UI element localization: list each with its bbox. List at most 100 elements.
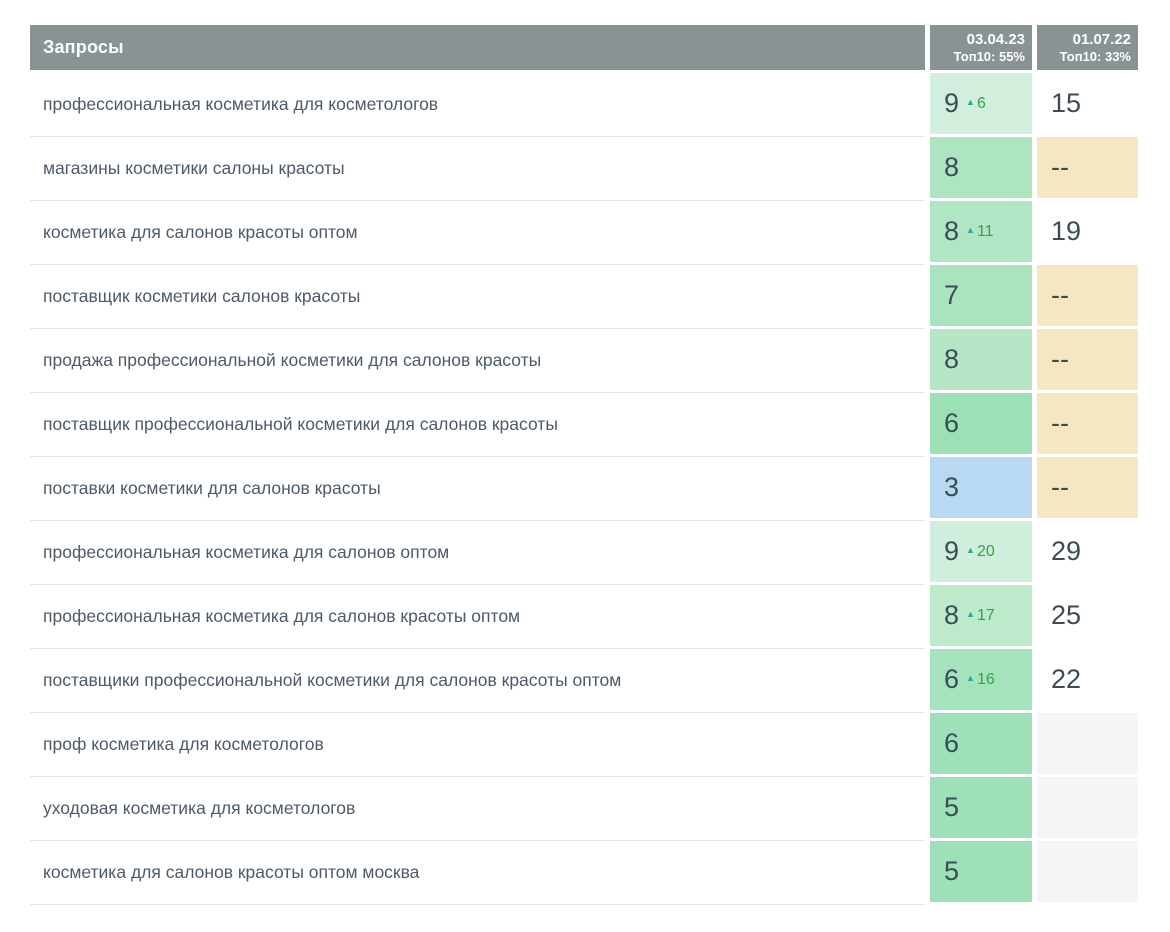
- position-cell-fill: 7 ▲: [930, 265, 1032, 326]
- previous-position-value: 22: [1051, 664, 1082, 694]
- position-cell: 6 ▲: [930, 713, 1032, 777]
- delta-value: 17: [976, 606, 995, 624]
- position-delta: ▲ 17: [966, 606, 995, 624]
- date-label: 01.07.22: [1072, 30, 1131, 48]
- position-cell: 5 ▲: [930, 777, 1032, 841]
- previous-position-value: --: [1051, 152, 1069, 182]
- position-cell-fill: 6 ▲: [930, 713, 1032, 774]
- previous-position-value: 19: [1051, 216, 1082, 246]
- position-value: 8: [944, 344, 960, 374]
- query-cell[interactable]: магазины косметики салоны красоты: [30, 137, 925, 201]
- position-cell: 7 ▲: [930, 265, 1032, 329]
- previous-position-value: 15: [1051, 88, 1082, 118]
- position-delta: ▲ 20: [966, 543, 995, 560]
- date-column-header-2[interactable]: 01.07.22 Топ10: 33%: [1037, 25, 1138, 70]
- table-row: продажа профессиональной косметики для с…: [30, 329, 1138, 393]
- query-cell[interactable]: поставщик косметики салонов красоты: [30, 265, 925, 329]
- position-cell: 9 ▲ 6: [930, 73, 1032, 137]
- position-cell: 8 ▲: [930, 137, 1032, 201]
- previous-position-cell: 22: [1037, 649, 1138, 713]
- positions-table: Запросы 03.04.23 Топ10: 55% 01.07.22 Топ…: [30, 25, 1138, 905]
- position-cell: 8 ▲: [930, 329, 1032, 393]
- position-value: 6: [944, 408, 960, 438]
- table-row: косметика для салонов красоты оптом 8 ▲ 1…: [30, 201, 1138, 265]
- position-cell-fill: 5 ▲: [930, 777, 1032, 838]
- position-cell: 8 ▲ 17: [930, 585, 1032, 649]
- previous-position-value: 25: [1051, 600, 1082, 630]
- table-row: поставщики профессиональной косметики дл…: [30, 649, 1138, 713]
- queries-column-header: Запросы: [30, 25, 925, 70]
- table-row: поставки косметики для салонов красоты 3…: [30, 457, 1138, 521]
- previous-position-value: 29: [1051, 536, 1082, 566]
- position-value: 9: [944, 536, 960, 566]
- previous-position-cell-fill: [1037, 713, 1138, 774]
- delta-value: 16: [976, 670, 995, 688]
- table-body: профессиональная косметика для косметоло…: [30, 73, 1138, 905]
- previous-position-value: --: [1051, 344, 1069, 374]
- table-header: Запросы 03.04.23 Топ10: 55% 01.07.22 Топ…: [30, 25, 1138, 70]
- previous-position-cell-fill: 15: [1037, 73, 1138, 134]
- previous-position-cell: --: [1037, 137, 1138, 201]
- position-cell-fill: 8 ▲: [930, 137, 1032, 198]
- query-cell[interactable]: поставщики профессиональной косметики дл…: [30, 649, 925, 713]
- position-cell-fill: 5 ▲: [930, 841, 1032, 902]
- previous-position-cell: 25: [1037, 585, 1138, 649]
- delta-value: 11: [976, 222, 994, 240]
- previous-position-value: --: [1051, 280, 1069, 310]
- position-cell-fill: 8 ▲ 11: [930, 201, 1032, 262]
- query-cell[interactable]: профессиональная косметика для салонов о…: [30, 521, 925, 585]
- query-cell[interactable]: профессиональная косметика для косметоло…: [30, 73, 925, 137]
- query-cell[interactable]: продажа профессиональной косметики для с…: [30, 329, 925, 393]
- up-arrow-icon: ▲: [966, 544, 975, 555]
- position-cell-fill: 3 ▲: [930, 457, 1032, 518]
- position-cell: 8 ▲ 11: [930, 201, 1032, 265]
- top10-percent-label: Топ10: 33%: [1059, 48, 1131, 64]
- table-row: магазины косметики салоны красоты 8 ▲ --: [30, 137, 1138, 201]
- query-cell[interactable]: поставщик профессиональной косметики для…: [30, 393, 925, 457]
- position-value: 8: [944, 216, 960, 246]
- previous-position-cell-fill: --: [1037, 265, 1138, 326]
- query-cell[interactable]: поставки косметики для салонов красоты: [30, 457, 925, 521]
- table-row: проф косметика для косметологов 6 ▲: [30, 713, 1138, 777]
- previous-position-cell-fill: --: [1037, 457, 1138, 518]
- previous-position-cell: --: [1037, 457, 1138, 521]
- position-value: 6: [944, 728, 960, 758]
- up-arrow-icon: ▲: [966, 608, 975, 619]
- previous-position-value: --: [1051, 472, 1069, 502]
- table-row: поставщик косметики салонов красоты 7 ▲ …: [30, 265, 1138, 329]
- previous-position-cell: --: [1037, 393, 1138, 457]
- query-cell[interactable]: косметика для салонов красоты оптом моск…: [30, 841, 925, 905]
- query-cell[interactable]: проф косметика для косметологов: [30, 713, 925, 777]
- table-row: косметика для салонов красоты оптом моск…: [30, 841, 1138, 905]
- table-row: профессиональная косметика для салонов к…: [30, 585, 1138, 649]
- previous-position-cell-fill: --: [1037, 393, 1138, 454]
- query-cell[interactable]: уходовая косметика для косметологов: [30, 777, 925, 841]
- position-value: 3: [944, 472, 960, 502]
- previous-position-cell: [1037, 713, 1138, 777]
- position-cell-fill: 6 ▲ 16: [930, 649, 1032, 710]
- previous-position-cell: 19: [1037, 201, 1138, 265]
- position-cell-fill: 9 ▲ 6: [930, 73, 1032, 134]
- previous-position-cell-fill: [1037, 777, 1138, 838]
- previous-position-value: --: [1051, 408, 1069, 438]
- up-arrow-icon: ▲: [966, 224, 975, 235]
- previous-position-cell-fill: 29: [1037, 521, 1138, 582]
- position-cell-fill: 8 ▲ 17: [930, 585, 1032, 646]
- query-cell[interactable]: косметика для салонов красоты оптом: [30, 201, 925, 265]
- previous-position-cell: --: [1037, 329, 1138, 393]
- query-cell[interactable]: профессиональная косметика для салонов к…: [30, 585, 925, 649]
- position-delta: ▲ 6: [966, 95, 986, 112]
- previous-position-cell-fill: 25: [1037, 585, 1138, 646]
- previous-position-cell: [1037, 841, 1138, 905]
- date-label: 03.04.23: [966, 30, 1025, 48]
- position-cell: 9 ▲ 20: [930, 521, 1032, 585]
- position-cell: 6 ▲: [930, 393, 1032, 457]
- position-value: 8: [944, 600, 960, 630]
- position-value: 5: [944, 792, 960, 822]
- date-column-header-1[interactable]: 03.04.23 Топ10: 55%: [930, 25, 1032, 70]
- up-arrow-icon: ▲: [966, 96, 975, 107]
- position-cell-fill: 9 ▲ 20: [930, 521, 1032, 582]
- table-row: поставщик профессиональной косметики для…: [30, 393, 1138, 457]
- previous-position-cell: --: [1037, 265, 1138, 329]
